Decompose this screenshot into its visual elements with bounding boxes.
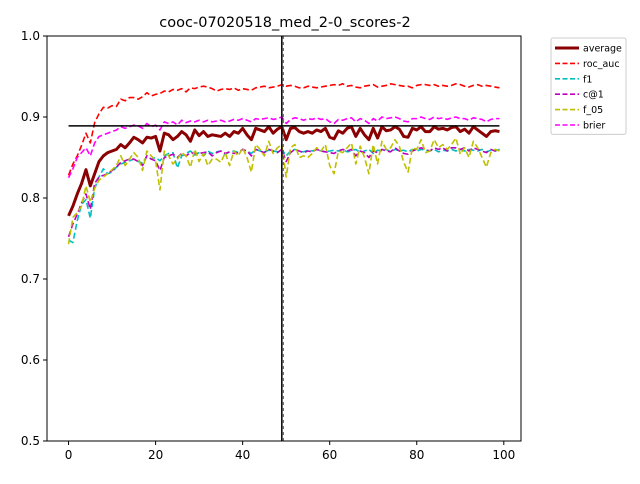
legend-label: c@1 <box>583 90 604 101</box>
chart-title: cooc-07020518_med_2-0_scores-2 <box>159 15 410 31</box>
legend-label: f1 <box>583 74 592 85</box>
x-tick-label: 20 <box>148 448 163 462</box>
legend-label: roc_auc <box>583 59 620 70</box>
plot-area <box>47 36 521 441</box>
x-tick-label: 60 <box>322 448 337 462</box>
series-line-f-05 <box>67 137 500 245</box>
x-tick-label: 80 <box>409 448 424 462</box>
y-tick-label: 0.6 <box>21 353 40 367</box>
x-tick-label: 100 <box>492 448 515 462</box>
x-tick-label: 0 <box>65 448 73 462</box>
x-axis: 0 20 40 60 80 100 <box>65 441 515 462</box>
series-layer <box>67 82 500 245</box>
y-axis: 0.5 0.6 0.7 0.8 0.9 1.0 <box>21 29 47 448</box>
series-line-brier <box>67 116 500 179</box>
y-tick-label: 0.5 <box>21 434 40 448</box>
legend-box <box>550 37 627 135</box>
y-tick-label: 0.9 <box>21 110 40 124</box>
y-tick-label: 0.8 <box>21 191 40 205</box>
legend-label: average <box>583 44 622 55</box>
series-line-average <box>67 125 500 217</box>
legend-label: f_05 <box>583 105 603 116</box>
plot-frame <box>46 35 522 442</box>
series-line-roc-auc <box>67 82 500 176</box>
reference-lines <box>68 36 500 441</box>
y-tick-label: 1.0 <box>21 29 40 43</box>
x-tick-label: 40 <box>235 448 250 462</box>
legend-label: brier <box>583 121 605 132</box>
y-tick-label: 0.7 <box>21 272 40 286</box>
